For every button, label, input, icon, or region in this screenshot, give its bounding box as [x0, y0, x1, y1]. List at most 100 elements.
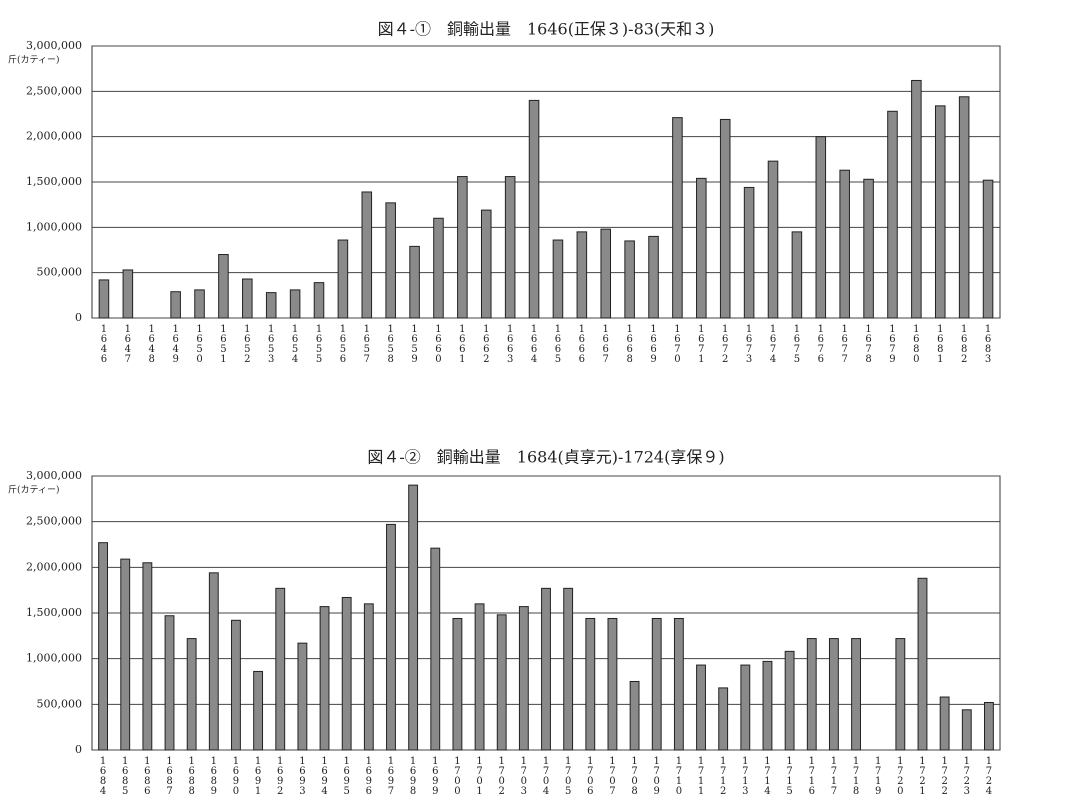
- bar: [651, 617, 662, 751]
- x-tick-label: 1665: [552, 324, 563, 364]
- bar: [624, 240, 635, 319]
- x-tick-label: 1714: [762, 756, 773, 796]
- x-tick-label: 1685: [120, 756, 131, 796]
- x-tick-label: 1668: [624, 324, 635, 364]
- y-tick-label: 2,000,000: [26, 130, 82, 143]
- y-axis-label: 斤(カティー): [8, 485, 59, 496]
- x-tick-label: 1718: [851, 756, 862, 796]
- x-tick-label: 1660: [433, 324, 444, 364]
- x-tick-label: 1724: [983, 756, 994, 796]
- bar: [518, 606, 529, 751]
- bar: [839, 169, 850, 319]
- bar: [828, 638, 839, 751]
- bar: [815, 136, 827, 319]
- bar: [696, 664, 706, 751]
- chart-title: 図４-② 銅輸出量 1684(貞享元)-1724(享保９): [367, 448, 724, 467]
- x-tick-label: 1657: [361, 324, 372, 364]
- x-tick-label: 1702: [496, 756, 507, 796]
- bar: [361, 191, 373, 319]
- bar: [696, 177, 707, 319]
- x-tick-label: 1722: [939, 756, 950, 796]
- bar: [430, 547, 441, 751]
- bar: [552, 239, 564, 319]
- x-tick-label: 1704: [541, 756, 552, 796]
- bar: [791, 231, 803, 319]
- y-tick-label: 2,500,000: [26, 84, 82, 97]
- x-tick-label: 1658: [385, 324, 396, 364]
- x-tick-label: 1661: [457, 324, 468, 364]
- x-tick-label: 1651: [218, 324, 229, 364]
- bar: [275, 587, 286, 751]
- bar: [961, 709, 972, 751]
- bar: [319, 606, 330, 751]
- x-tick-label: 1703: [518, 756, 529, 796]
- y-tick-label: 1,500,000: [26, 606, 82, 619]
- bar: [120, 558, 131, 751]
- x-tick-label: 1656: [337, 324, 348, 364]
- y-tick-label: 1,000,000: [26, 652, 82, 665]
- y-tick-label: 2,500,000: [26, 515, 82, 528]
- bar: [767, 160, 779, 319]
- x-tick-label: 1721: [917, 756, 928, 796]
- x-tick-label: 1717: [828, 756, 839, 796]
- bar: [806, 638, 817, 751]
- bar: [386, 523, 396, 751]
- bar: [457, 176, 468, 319]
- bar: [607, 617, 618, 751]
- y-tick-label: 2,000,000: [26, 560, 82, 573]
- bar: [433, 217, 444, 319]
- bar: [474, 603, 485, 751]
- x-tick-label: 1659: [409, 324, 420, 364]
- bar: [576, 231, 588, 319]
- x-tick-label: 1691: [253, 756, 264, 796]
- bar: [743, 186, 755, 319]
- x-tick-label: 1650: [194, 324, 205, 364]
- bar: [673, 617, 684, 751]
- bar: [887, 110, 898, 319]
- x-tick-label: 1720: [895, 756, 906, 796]
- bar: [600, 228, 612, 319]
- x-tick-label: 1719: [873, 756, 884, 796]
- x-tick-label: 1723: [961, 756, 972, 796]
- bar: [762, 660, 773, 751]
- x-tick-label: 1696: [363, 756, 374, 796]
- x-tick-label: 1672: [720, 324, 731, 364]
- y-tick-label: 1,500,000: [26, 175, 82, 188]
- bar: [170, 291, 181, 319]
- x-tick-label: 1694: [319, 756, 330, 796]
- x-tick-label: 1663: [505, 324, 516, 364]
- bar: [585, 617, 596, 751]
- x-tick-label: 1652: [242, 324, 253, 364]
- y-tick-label: 500,000: [37, 697, 83, 710]
- bar: [719, 118, 731, 319]
- x-tick-label: 1676: [815, 324, 826, 364]
- bar: [194, 289, 205, 319]
- bar: [98, 542, 109, 751]
- x-tick-label: 1693: [297, 756, 308, 796]
- bar: [341, 596, 352, 751]
- y-tick-label: 3,000,000: [26, 39, 82, 52]
- x-tick-label: 1677: [839, 324, 850, 364]
- x-tick-label: 1710: [673, 756, 684, 796]
- bar: [313, 282, 325, 319]
- x-tick-label: 1716: [806, 756, 817, 796]
- x-tick-label: 1705: [563, 756, 574, 796]
- x-tick-label: 1673: [744, 324, 755, 364]
- bar: [982, 179, 994, 319]
- x-tick-label: 1675: [791, 324, 802, 364]
- x-tick-label: 1670: [672, 324, 683, 364]
- bar: [740, 664, 751, 751]
- bar: [496, 614, 507, 751]
- x-tick-label: 1681: [935, 324, 946, 364]
- y-tick-label: 1,000,000: [26, 220, 82, 233]
- bar: [408, 484, 419, 751]
- x-tick-label: 1646: [98, 324, 109, 364]
- bar: [672, 117, 683, 319]
- y-tick-label: 0: [75, 311, 82, 324]
- bar: [958, 96, 970, 319]
- bar: [452, 617, 463, 751]
- bar: [480, 209, 492, 319]
- x-tick-label: 1671: [696, 324, 707, 364]
- x-tick-label: 1708: [629, 756, 640, 796]
